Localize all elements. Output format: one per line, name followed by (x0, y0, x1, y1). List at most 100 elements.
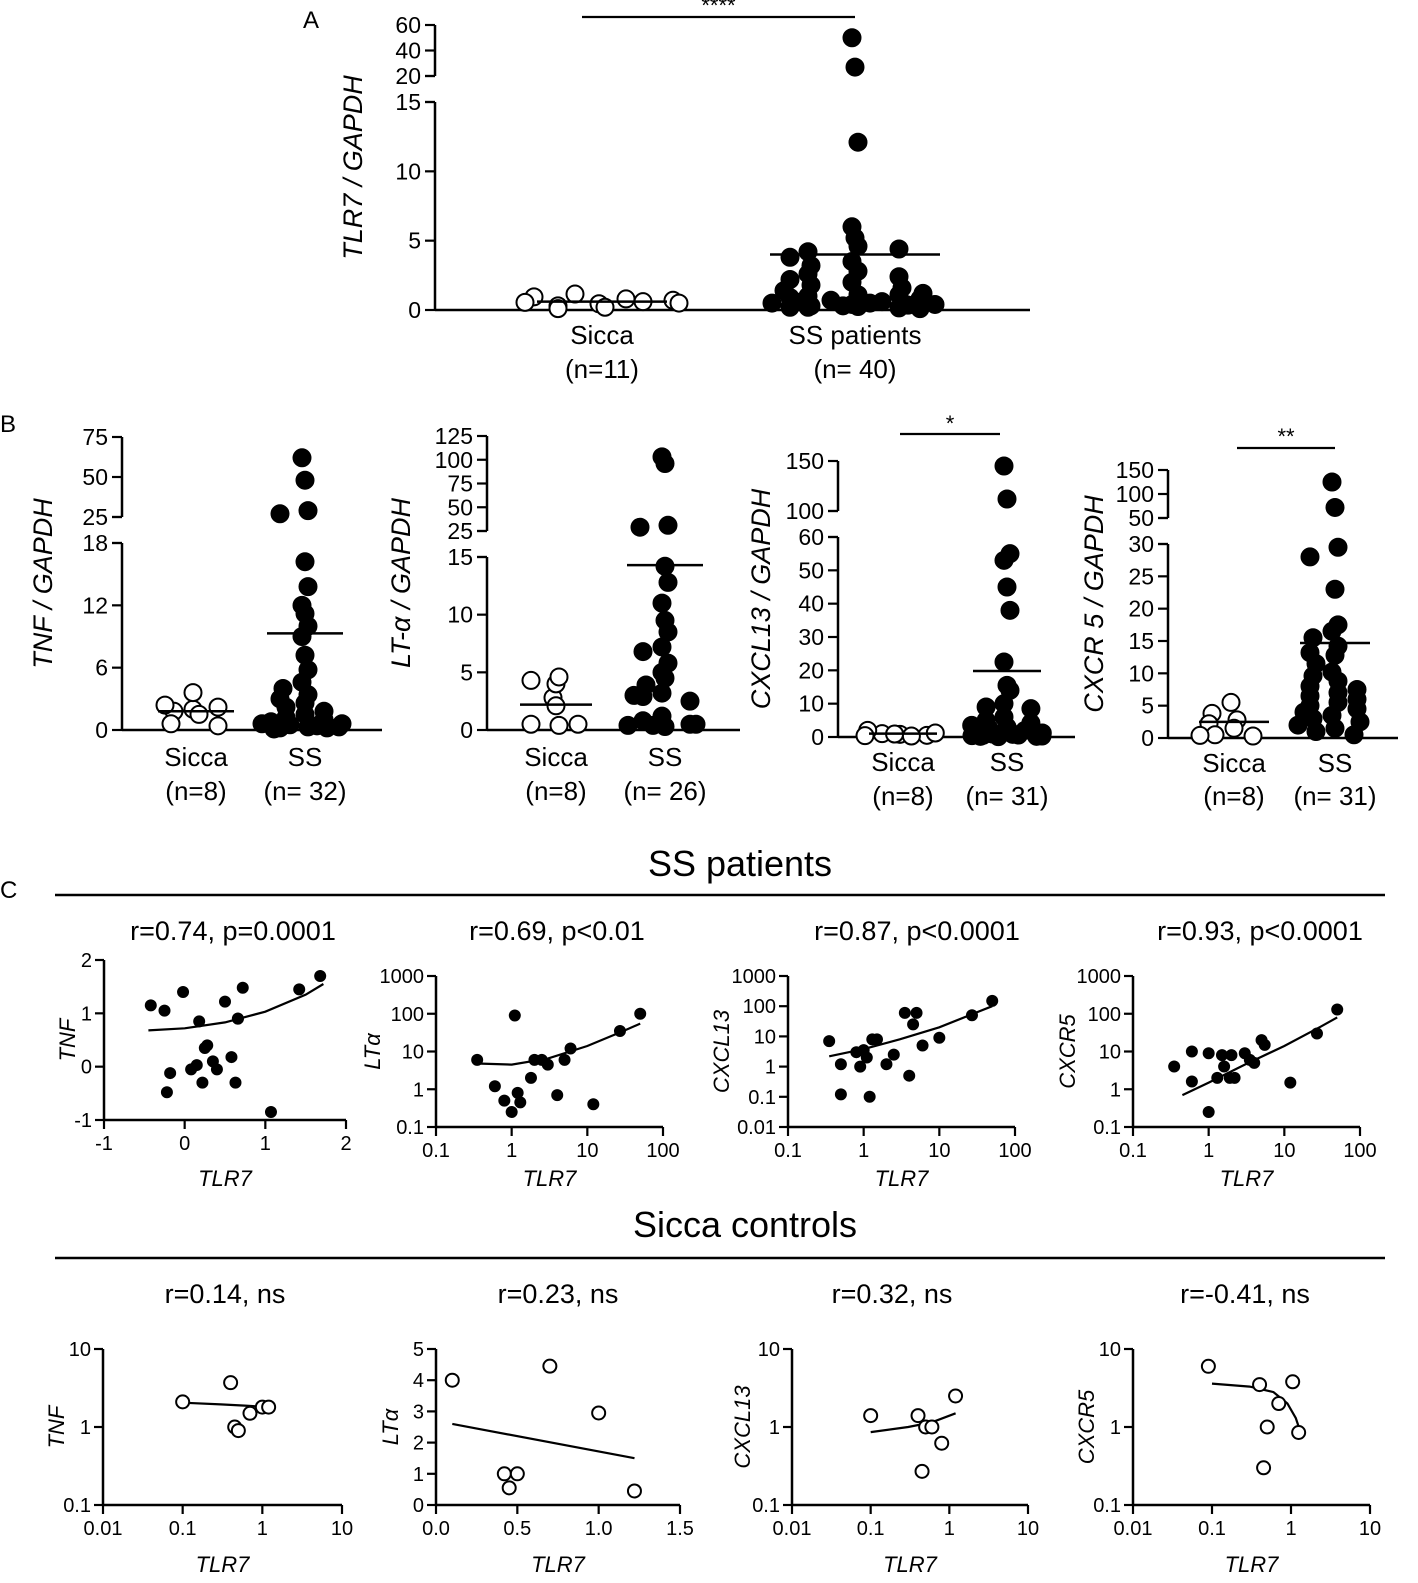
data-point (1168, 1060, 1181, 1073)
y-tick-label: 0.1 (1093, 1495, 1121, 1517)
data-point (230, 1423, 246, 1439)
data-point (1202, 1047, 1215, 1060)
data-point (1256, 1460, 1272, 1476)
y-tick-label: 125 (435, 423, 473, 449)
x-tick-label: 1 (944, 1518, 955, 1540)
ss-data-point (842, 28, 862, 48)
data-point (1258, 1038, 1271, 1051)
sicca-data-point (515, 292, 535, 312)
data-point (210, 1063, 223, 1076)
group-label: SS patients (789, 320, 922, 350)
correlation-stat: r=0.14, ns (165, 1279, 286, 1309)
y-tick-label: 100 (1116, 481, 1154, 507)
data-point (1291, 1425, 1307, 1441)
y-tick-label: 4 (413, 1370, 424, 1392)
y-tick-label: 15 (395, 89, 421, 115)
x-tick-label: 1 (260, 1133, 271, 1155)
data-point (509, 1466, 525, 1482)
y-tick-label: 10 (447, 602, 473, 628)
y-tick-label: 0 (460, 717, 473, 743)
y-tick-label: 0 (95, 717, 108, 743)
x-tick-label: 0.1 (422, 1140, 450, 1162)
y-tick-label: 150 (786, 448, 824, 474)
group-n-label: (n= 32) (263, 776, 346, 806)
data-point (591, 1405, 607, 1421)
sicca-data-point (565, 284, 585, 304)
data-point (903, 1069, 916, 1082)
y-tick-label: 0 (413, 1495, 424, 1517)
correlation-stat: r=0.87, p<0.0001 (814, 916, 1020, 946)
y-axis-label: CXCR5 (1074, 1389, 1099, 1464)
y-tick-label: 15 (1128, 628, 1154, 654)
y-tick-label: 1 (765, 1057, 776, 1079)
data-point (914, 1463, 930, 1479)
y-tick-label: 100 (786, 498, 824, 524)
ss-data-point (1306, 722, 1326, 742)
panel-label-b: B (0, 411, 16, 438)
y-tick-label: 5 (413, 1339, 424, 1361)
ss-data-point (780, 247, 800, 267)
data-point (634, 1007, 647, 1020)
x-tick-label: -1 (95, 1133, 113, 1155)
group-n-label: (n= 31) (965, 781, 1048, 811)
y-tick-label: 0.1 (63, 1495, 91, 1517)
data-point (201, 1039, 214, 1052)
data-point (823, 1035, 836, 1048)
y-tick-label: 40 (395, 38, 421, 64)
data-point (193, 1015, 206, 1028)
group-n-label: (n=8) (1203, 781, 1264, 811)
y-tick-label: 25 (82, 504, 108, 530)
x-tick-label: 0 (179, 1133, 190, 1155)
group-label: Sicca (164, 742, 228, 772)
x-axis-label: TLR7 (875, 1166, 930, 1191)
y-tick-label: 10 (1099, 1042, 1121, 1064)
y-axis-label: CXCL13 (709, 1009, 734, 1093)
ss-data-point (655, 454, 675, 474)
y-tick-label: 1000 (732, 966, 777, 988)
ss-data-point (1000, 600, 1020, 620)
ss-data-point (994, 550, 1014, 570)
group-label: SS (1318, 748, 1353, 778)
data-point (613, 1024, 626, 1037)
y-axis-label: TNF (55, 1017, 80, 1061)
ss-data-point (780, 297, 800, 317)
x-axis-label: TLR7 (883, 1552, 938, 1577)
ss-data-point (292, 627, 312, 646)
sicca-data-point (521, 714, 541, 734)
x-tick-label: 1 (858, 1140, 869, 1162)
sicca-data-point (521, 670, 541, 690)
panel-c-ss-tnf-scatter: r=0.74, p=0.0001 -1 0 1 2 -1 0 1 2 TNF TLR7 (55, 916, 352, 1191)
y-tick-label: 100 (743, 996, 776, 1018)
y-tick-label: 75 (447, 471, 473, 497)
group-n-label: (n= 40) (813, 354, 896, 384)
x-tick-label: 100 (1343, 1140, 1376, 1162)
y-tick-label: 1 (769, 1417, 780, 1439)
y-tick-label: 100 (391, 1004, 424, 1026)
correlation-stat: r=0.69, p<0.01 (469, 916, 645, 946)
ss-data-point (845, 57, 865, 77)
ss-data-point (1027, 726, 1047, 746)
ss-data-point (1325, 579, 1345, 599)
group-n-label: (n=8) (165, 776, 226, 806)
y-tick-label: 0.1 (396, 1117, 424, 1139)
ss-data-point (1325, 497, 1345, 517)
x-tick-label: 0.1 (774, 1140, 802, 1162)
ss-data-point (1000, 722, 1020, 742)
sicca-data-point (549, 667, 569, 687)
data-point (1285, 1374, 1301, 1390)
ss-data-point (997, 489, 1017, 509)
panel-c-ss-cxcr5-scatter: r=0.93, p<0.0001 0.1 1 10 100 1000 0.1 1 10 100 CX… (1055, 916, 1377, 1191)
sicca-data-point (208, 716, 228, 736)
y-tick-label: 10 (1099, 1339, 1121, 1361)
y-tick-label: 50 (1128, 505, 1154, 531)
y-tick-label: 5 (408, 228, 421, 254)
fit-line (1181, 1016, 1338, 1097)
ss-data-point (652, 683, 672, 703)
correlation-stat: r=0.74, p=0.0001 (130, 916, 336, 946)
ss-data-point (889, 239, 909, 259)
y-tick-label: 10 (402, 1042, 424, 1064)
data-point (1252, 1377, 1268, 1393)
y-tick-label: 75 (82, 424, 108, 450)
